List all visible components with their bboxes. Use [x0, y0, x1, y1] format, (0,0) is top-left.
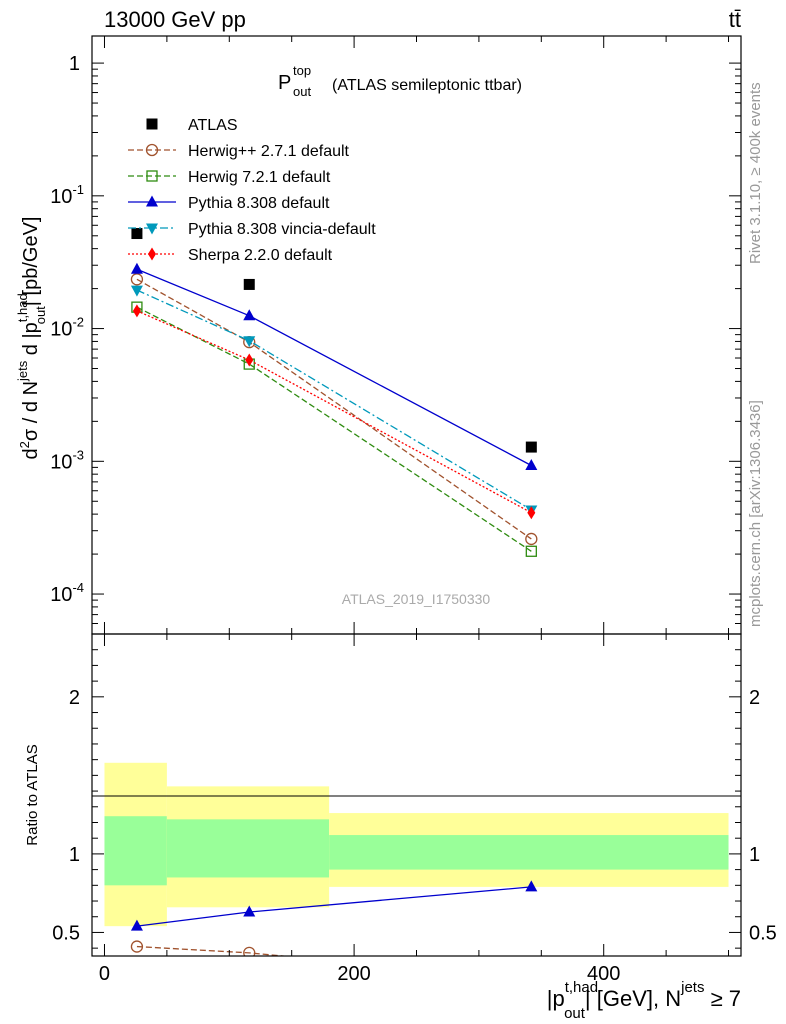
- ratio-bands: [104, 762, 729, 927]
- legend: ATLAS Herwig++ 2.7.1 default Herwig 7.2.1 …: [128, 117, 376, 264]
- x-tick-label: 400: [587, 963, 620, 985]
- band-inner-2: [329, 835, 729, 870]
- legend-marker: [146, 118, 158, 130]
- series-4-point: [243, 336, 256, 348]
- series-0-point: [131, 228, 143, 240]
- legend-item-0: ATLAS: [146, 117, 238, 134]
- series-0-point: [243, 278, 255, 290]
- legend-marker: [145, 143, 159, 157]
- legend-marker: [148, 247, 156, 261]
- series-4-point: [130, 285, 143, 297]
- y-tick-label: 10-1: [50, 182, 84, 208]
- x-axis-label: |pt,had out| [GeV], Njets ≥ 7: [547, 979, 741, 1022]
- header-left: 13000 GeV pp: [104, 7, 246, 32]
- series-1-point: [525, 532, 538, 546]
- ratio-series-1-point: [525, 880, 538, 892]
- x-tick-label: 0: [99, 963, 110, 985]
- y-tick-label: 10-4: [50, 580, 84, 606]
- ratio-marks: [130, 880, 538, 985]
- legend-item-5: Sherpa 2.2.0 default: [128, 247, 333, 264]
- series-5-point: [527, 506, 536, 520]
- ratio-series-0-line: [136, 945, 290, 956]
- legend-label: Herwig++ 2.7.1 default: [188, 143, 350, 160]
- legend-label: Pythia 8.308 vincia-default: [188, 221, 376, 238]
- series-5-point: [245, 353, 254, 367]
- title-main: P: [278, 72, 291, 94]
- watermark: ATLAS_2019_I1750330: [342, 591, 491, 607]
- y-tick-label: 10-3: [50, 447, 84, 473]
- main-y-axis: 1 10-1 10-2 10-3 10-4: [50, 36, 741, 635]
- band-inner-1: [166, 819, 330, 878]
- ratio-series-0-point: [130, 940, 144, 953]
- legend-label: ATLAS: [188, 117, 238, 134]
- band-inner-0: [104, 816, 167, 886]
- ratio-y-tick-label-left: 0.5: [52, 922, 80, 944]
- series-0-point: [525, 441, 537, 453]
- ratio-y-tick-label-right: 2: [749, 687, 760, 709]
- legend-item-4: Pythia 8.308 vincia-default: [128, 221, 376, 238]
- main-y-axis-label: d2σ / d Njets d |pt,had out| [pb/GeV]: [15, 217, 48, 460]
- legend-label: Sherpa 2.2.0 default: [188, 247, 333, 264]
- series-3-point: [525, 458, 538, 470]
- legend-item-1: Herwig++ 2.7.1 default: [128, 143, 350, 160]
- rivet-label: Rivet 3.1.10, ≥ 400k events: [747, 82, 764, 264]
- x-axis: 0 200 400: [99, 634, 730, 985]
- plot-title: P top out (ATLAS semileptonic ttbar): [278, 63, 522, 99]
- legend-marker: [146, 223, 158, 235]
- ratio-series-1-point: [130, 919, 143, 931]
- header-right: tt̄: [729, 7, 741, 32]
- ratio-y-tick-label-right: 0.5: [749, 922, 777, 944]
- legend-item-2: Herwig 7.2.1 default: [128, 169, 331, 186]
- series-3-point: [130, 262, 143, 274]
- legend-label: Herwig 7.2.1 default: [188, 169, 331, 186]
- ratio-y-tick-label-right: 1: [749, 844, 760, 866]
- ratio-series-1-point: [243, 905, 256, 917]
- y-tick-label: 10-2: [50, 315, 84, 341]
- series-1-point: [130, 273, 144, 286]
- series-4-line: [136, 289, 532, 511]
- main-marks: [130, 228, 538, 557]
- legend-item-3: Pythia 8.308 default: [128, 195, 330, 212]
- series-3-line: [136, 268, 532, 467]
- series-2-line: [136, 306, 532, 552]
- title-sub: out: [293, 84, 311, 99]
- ratio-y-axis: 0.5 0.5 1 1 2 2: [52, 649, 777, 949]
- title-rest: (ATLAS semileptonic ttbar): [332, 77, 522, 94]
- ratio-series-0-point: [243, 946, 256, 956]
- title-sup: top: [293, 63, 311, 78]
- main-y-label-text: d2σ / d Njets d |pt,had out| [pb/GeV]: [15, 217, 48, 460]
- legend-marker: [146, 170, 158, 182]
- legend-label: Pythia 8.308 default: [188, 195, 330, 212]
- x-tick-label: 200: [337, 963, 370, 985]
- ratio-y-tick-label-left: 2: [69, 687, 80, 709]
- series-3-point: [243, 309, 256, 321]
- series-5-line: [136, 310, 532, 514]
- series-1-line: [136, 278, 532, 540]
- main-panel: 1 10-1 10-2 10-3 10-4 P top out (ATLAS semil…: [15, 35, 742, 635]
- ratio-y-label: Ratio to ATLAS: [24, 744, 41, 845]
- ratio-panel: 0.5 0.5 1 1 2 2 0 200 400 Ratio to ATLAS |pt,ha…: [24, 633, 777, 1022]
- mcplots-label: mcplots.cern.ch [arXiv:1306.3436]: [747, 400, 764, 627]
- series-2-point: [525, 545, 537, 557]
- ratio-series-0-point: [526, 974, 537, 985]
- y-tick-label: 1: [69, 53, 80, 75]
- series-5-point: [132, 304, 141, 318]
- ratio-y-tick-label-left: 1: [69, 844, 80, 866]
- legend-marker: [146, 195, 158, 207]
